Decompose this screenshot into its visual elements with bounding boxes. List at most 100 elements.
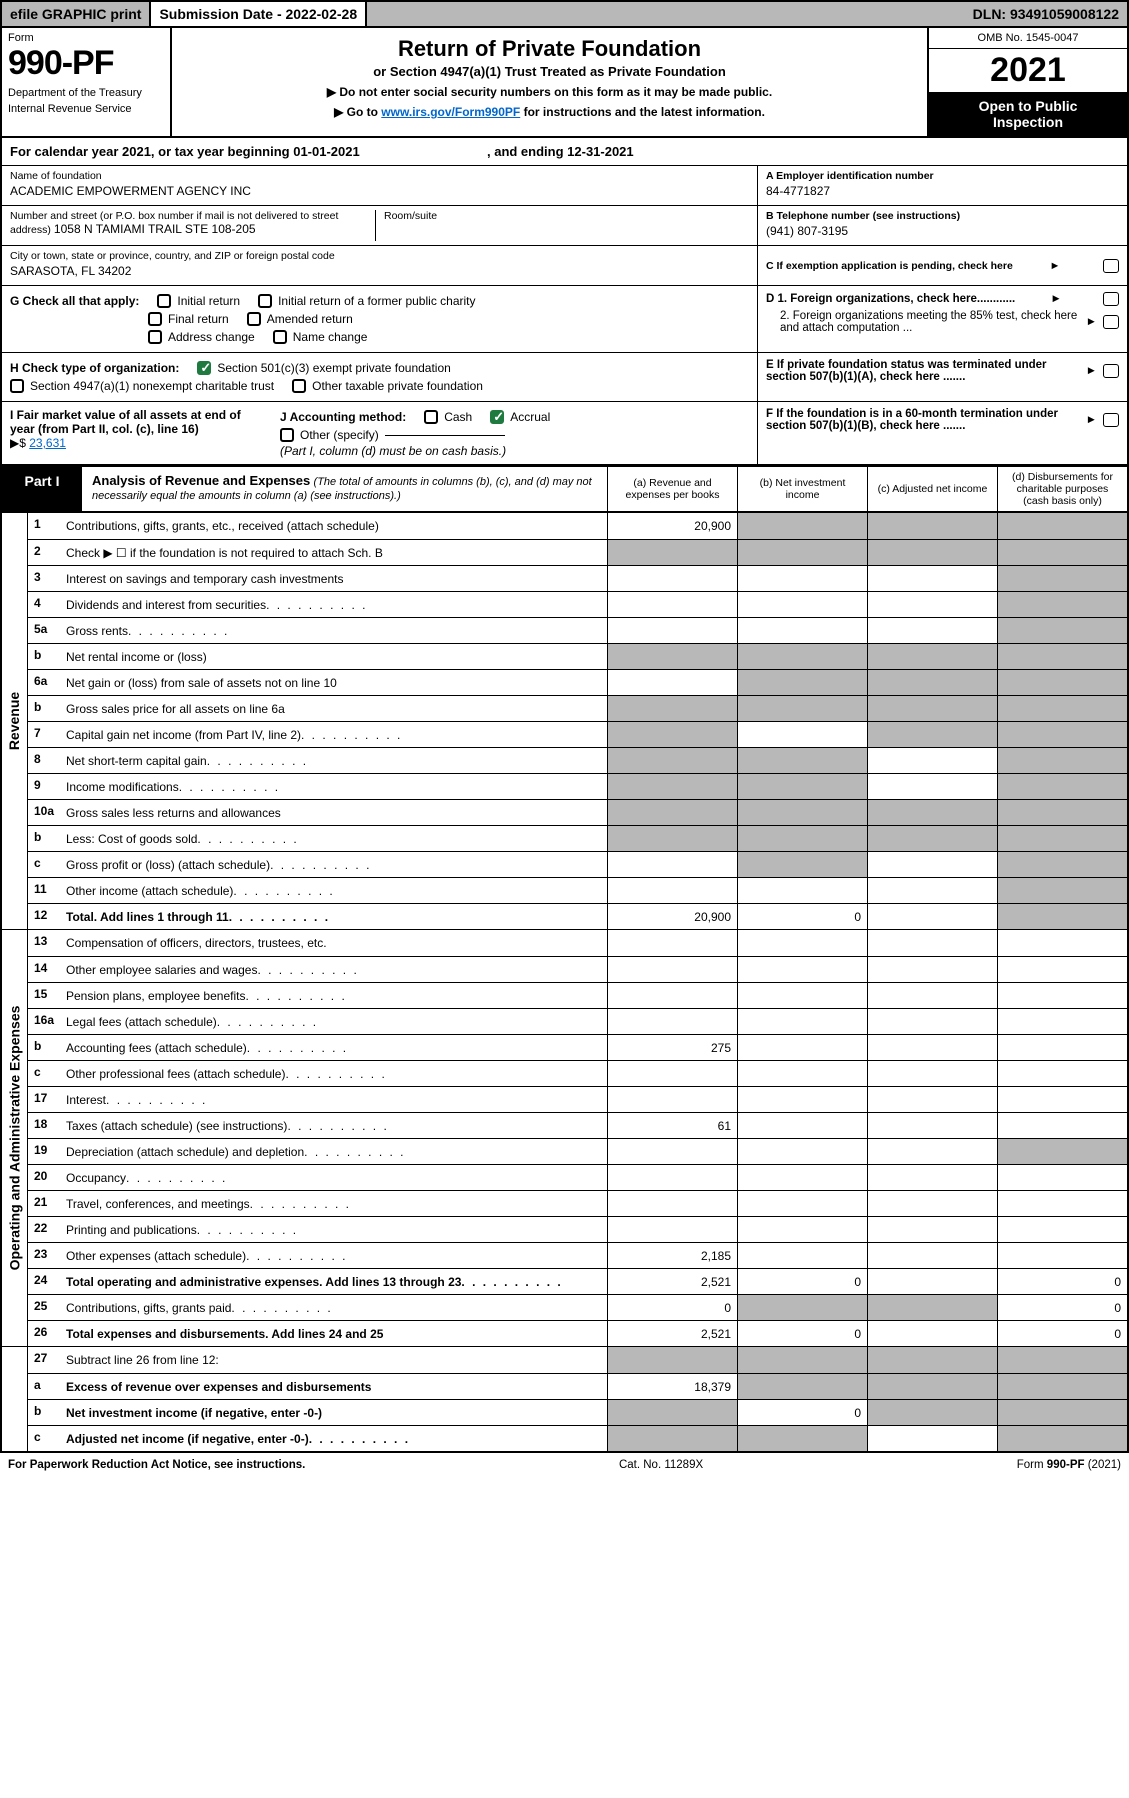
row-2: 2Check ▶ ☐ if the foundation is not requ… bbox=[28, 539, 1127, 565]
row-11: 11Other income (attach schedule) bbox=[28, 877, 1127, 903]
h-opt3: Other taxable private foundation bbox=[312, 379, 483, 393]
c-label: C If exemption application is pending, c… bbox=[766, 260, 1013, 272]
open-line2: Inspection bbox=[993, 114, 1063, 130]
form-subtitle: or Section 4947(a)(1) Trust Treated as P… bbox=[180, 64, 919, 79]
i-value: 23,631 bbox=[29, 436, 66, 450]
h-4947[interactable]: Section 4947(a)(1) nonexempt charitable … bbox=[10, 377, 274, 395]
row-h-e: H Check type of organization: Section 50… bbox=[0, 353, 1129, 402]
room-label: Room/suite bbox=[384, 210, 437, 222]
g-opt5: Name change bbox=[293, 330, 368, 344]
revenue-vlabel: Revenue bbox=[2, 513, 28, 929]
cal-end: , and ending 12-31-2021 bbox=[487, 144, 634, 159]
phone-row: B Telephone number (see instructions) (9… bbox=[758, 206, 1127, 246]
opex-vlabel: Operating and Administrative Expenses bbox=[2, 930, 28, 1346]
i-prefix: ▶$ bbox=[10, 436, 29, 450]
col-c-hdr: (c) Adjusted net income bbox=[867, 467, 997, 511]
row-8: 8Net short-term capital gain bbox=[28, 747, 1127, 773]
row-27c: cAdjusted net income (if negative, enter… bbox=[28, 1425, 1127, 1451]
instr-ssn: ▶ Do not enter social security numbers o… bbox=[180, 85, 919, 99]
row-16c: cOther professional fees (attach schedul… bbox=[28, 1060, 1127, 1086]
form-title: Return of Private Foundation bbox=[180, 36, 919, 62]
footer-mid: Cat. No. 11289X bbox=[619, 1459, 703, 1471]
row-16b: bAccounting fees (attach schedule)275 bbox=[28, 1034, 1127, 1060]
h-other-taxable[interactable]: Other taxable private foundation bbox=[292, 377, 483, 395]
row-13: 13Compensation of officers, directors, t… bbox=[28, 930, 1127, 956]
f-label: F If the foundation is in a 60-month ter… bbox=[766, 408, 1086, 432]
d2-checkbox[interactable] bbox=[1103, 315, 1119, 329]
g-opt4: Address change bbox=[168, 330, 255, 344]
i-label: I Fair market value of all assets at end… bbox=[10, 408, 241, 436]
g-opt3: Amended return bbox=[267, 312, 353, 326]
submission-date: Submission Date - 2022-02-28 bbox=[151, 2, 367, 26]
efile-print[interactable]: efile GRAPHIC print bbox=[2, 2, 151, 26]
j-accrual[interactable]: Accrual bbox=[490, 408, 550, 426]
row-ij-f: I Fair market value of all assets at end… bbox=[0, 402, 1129, 466]
g-final[interactable]: Final return bbox=[148, 310, 229, 328]
j-cash[interactable]: Cash bbox=[424, 408, 472, 426]
row-1: 1Contributions, gifts, grants, etc., rec… bbox=[28, 513, 1127, 539]
part1-desc: Analysis of Revenue and Expenses (The to… bbox=[82, 467, 607, 511]
row-22: 22Printing and publications bbox=[28, 1216, 1127, 1242]
form-id-block: Form 990-PF Department of the Treasury I… bbox=[2, 28, 172, 136]
city-label: City or town, state or province, country… bbox=[10, 250, 749, 262]
g-initial[interactable]: Initial return bbox=[157, 292, 240, 310]
d1-checkbox[interactable] bbox=[1103, 292, 1119, 306]
row-18: 18Taxes (attach schedule) (see instructi… bbox=[28, 1112, 1127, 1138]
h-opt1: Section 501(c)(3) exempt private foundat… bbox=[217, 361, 450, 375]
g-address-change[interactable]: Address change bbox=[148, 328, 255, 346]
irs-link[interactable]: www.irs.gov/Form990PF bbox=[381, 105, 520, 119]
entity-block: Name of foundation ACADEMIC EMPOWERMENT … bbox=[0, 166, 1129, 286]
row-27b: bNet investment income (if negative, ent… bbox=[28, 1399, 1127, 1425]
j-other[interactable]: Other (specify) bbox=[280, 426, 749, 444]
form-meta-block: OMB No. 1545-0047 2021 Open to Public In… bbox=[927, 28, 1127, 136]
addr-value: 1058 N TAMIAMI TRAIL STE 108-205 bbox=[54, 222, 256, 236]
footer: For Paperwork Reduction Act Notice, see … bbox=[0, 1453, 1129, 1471]
footer-right: Form 990-PF (2021) bbox=[1017, 1459, 1121, 1471]
row-3: 3Interest on savings and temporary cash … bbox=[28, 565, 1127, 591]
g-initial-former[interactable]: Initial return of a former public charit… bbox=[258, 292, 475, 310]
row-10b: bLess: Cost of goods sold bbox=[28, 825, 1127, 851]
open-inspection: Open to Public Inspection bbox=[929, 92, 1127, 136]
row-24: 24Total operating and administrative exp… bbox=[28, 1268, 1127, 1294]
e-label: E If private foundation status was termi… bbox=[766, 359, 1086, 383]
instr-suffix: for instructions and the latest informat… bbox=[520, 105, 765, 119]
dln: DLN: 93491059008122 bbox=[965, 2, 1127, 26]
row-27: 27Subtract line 26 from line 12: bbox=[28, 1347, 1127, 1373]
row-26: 26Total expenses and disbursements. Add … bbox=[28, 1320, 1127, 1346]
row-4: 4Dividends and interest from securities bbox=[28, 591, 1127, 617]
f-checkbox[interactable] bbox=[1103, 413, 1119, 427]
g-name-change[interactable]: Name change bbox=[273, 328, 368, 346]
g-amended[interactable]: Amended return bbox=[247, 310, 353, 328]
g-opt1: Initial return of a former public charit… bbox=[278, 294, 475, 308]
row-19: 19Depreciation (attach schedule) and dep… bbox=[28, 1138, 1127, 1164]
e-checkbox[interactable] bbox=[1103, 364, 1119, 378]
row-15: 15Pension plans, employee benefits bbox=[28, 982, 1127, 1008]
exemption-pending-row: C If exemption application is pending, c… bbox=[758, 246, 1127, 286]
part1-header: Part I Analysis of Revenue and Expenses … bbox=[0, 466, 1129, 512]
omb-number: OMB No. 1545-0047 bbox=[929, 28, 1127, 49]
ein-value: 84-4771827 bbox=[766, 184, 1119, 198]
h-501c3[interactable]: Section 501(c)(3) exempt private foundat… bbox=[197, 359, 450, 377]
open-line1: Open to Public bbox=[979, 98, 1078, 114]
tax-year: 2021 bbox=[929, 49, 1127, 92]
row-9: 9Income modifications bbox=[28, 773, 1127, 799]
row-27a: aExcess of revenue over expenses and dis… bbox=[28, 1373, 1127, 1399]
row-25: 25Contributions, gifts, grants paid00 bbox=[28, 1294, 1127, 1320]
arrow-icon bbox=[1086, 365, 1097, 377]
form-title-block: Return of Private Foundation or Section … bbox=[172, 28, 927, 136]
row-10c: cGross profit or (loss) (attach schedule… bbox=[28, 851, 1127, 877]
instr-link-line: ▶ Go to www.irs.gov/Form990PF for instru… bbox=[180, 105, 919, 119]
calendar-year-line: For calendar year 2021, or tax year begi… bbox=[0, 138, 1129, 166]
part1-table: Revenue 1Contributions, gifts, grants, e… bbox=[0, 512, 1129, 1453]
d2-label: 2. Foreign organizations meeting the 85%… bbox=[766, 310, 1086, 334]
g-opt2: Final return bbox=[168, 312, 229, 326]
opex-group: Operating and Administrative Expenses 13… bbox=[2, 929, 1127, 1346]
form-number: 990-PF bbox=[8, 44, 164, 83]
ein-row: A Employer identification number 84-4771… bbox=[758, 166, 1127, 206]
cal-begin: For calendar year 2021, or tax year begi… bbox=[10, 144, 360, 159]
d1-label: D 1. Foreign organizations, check here..… bbox=[766, 293, 1015, 305]
c-checkbox[interactable] bbox=[1103, 259, 1119, 273]
city-value: SARASOTA, FL 34202 bbox=[10, 264, 749, 278]
row-2-text: Check ▶ ☐ if the foundation is not requi… bbox=[66, 546, 383, 560]
name-label: Name of foundation bbox=[10, 170, 749, 182]
